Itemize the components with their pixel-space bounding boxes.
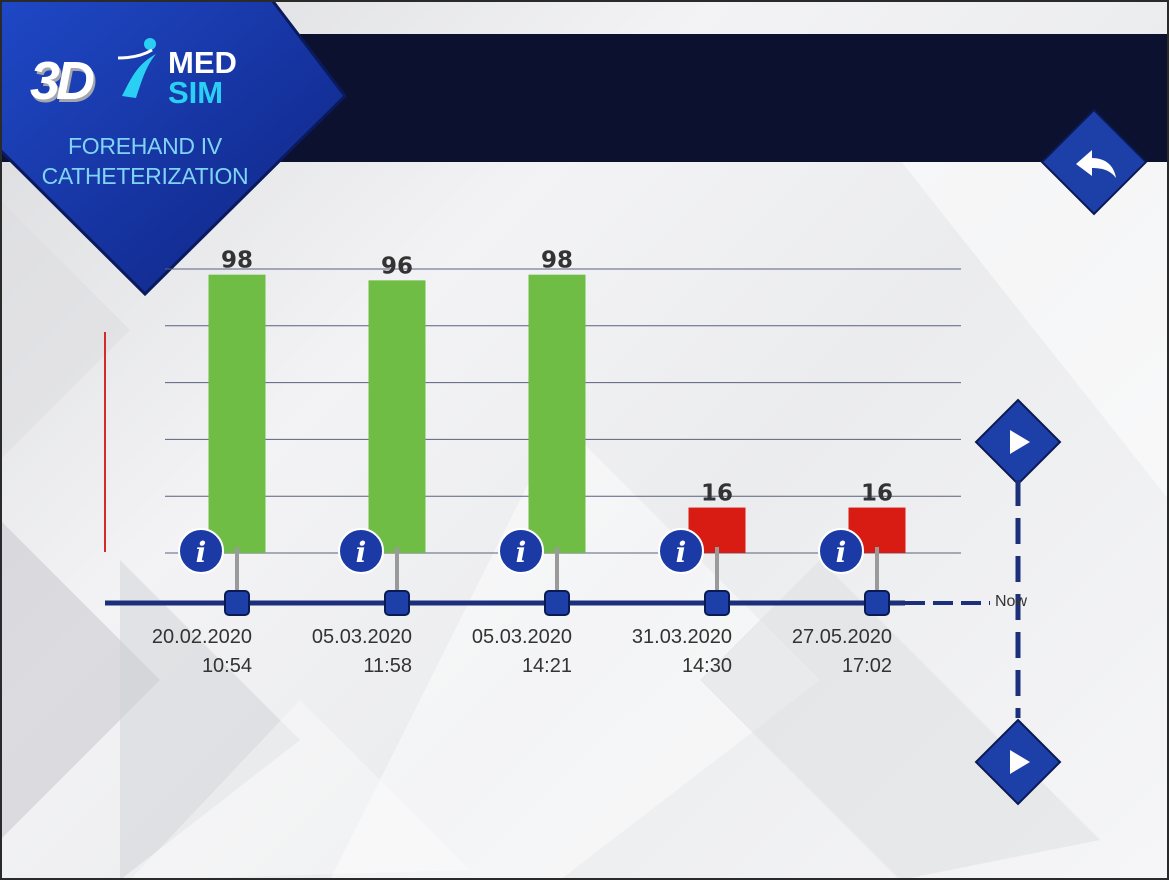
bar-value-label: 98 — [541, 248, 573, 274]
module-title-line2: CATHETERIZATION — [41, 163, 249, 189]
back-arrow-icon — [1076, 150, 1116, 178]
logo-3d-mark: 3D — [30, 51, 95, 111]
info-button[interactable]: i — [498, 528, 544, 574]
tick-label-time: 14:30 — [682, 655, 732, 677]
back-button[interactable] — [1040, 108, 1148, 216]
chart-bar — [208, 274, 266, 553]
timeline-node[interactable] — [224, 590, 250, 616]
timeline-node[interactable] — [704, 590, 730, 616]
info-icon: i — [676, 536, 687, 569]
info-icon: i — [836, 536, 847, 569]
module-title-line1: FOREHAND IV — [68, 133, 222, 159]
chart-bar — [368, 280, 426, 553]
chart-labels: 98 i 20.02.2020 10:54 96 i 05.03.2020 11:58 98 i 0… — [152, 248, 893, 677]
logo-badge — [0, 0, 347, 297]
chart-bars — [208, 274, 906, 553]
bar-value-label: 98 — [221, 248, 253, 274]
timeline-node[interactable] — [544, 590, 570, 616]
tick-label-date: 05.03.2020 — [312, 626, 412, 648]
tick-label-time: 14:21 — [522, 655, 572, 677]
chart-bar — [528, 274, 586, 553]
logo-med-text: MED — [168, 45, 237, 80]
scroll-down-button[interactable] — [974, 718, 1062, 806]
info-button[interactable]: i — [658, 528, 704, 574]
logo-sim-text: SIM — [168, 75, 224, 110]
timeline — [105, 480, 1021, 718]
info-button[interactable]: i — [338, 528, 384, 574]
tick-label-date: 20.02.2020 — [152, 626, 252, 648]
tick-label-date: 31.03.2020 — [632, 626, 732, 648]
timeline-node[interactable] — [384, 590, 410, 616]
timeline-node[interactable] — [864, 590, 890, 616]
range-marker — [104, 332, 106, 552]
tick-label-time: 11:58 — [363, 655, 412, 677]
play-triangle-icon — [1010, 430, 1030, 454]
info-icon: i — [356, 536, 367, 569]
info-icon: i — [516, 536, 527, 569]
tick-label-date: 27.05.2020 — [792, 626, 892, 648]
tick-label-date: 05.03.2020 — [472, 626, 572, 648]
now-label: Now — [995, 593, 1028, 610]
bar-value-label: 16 — [861, 481, 893, 507]
tick-label-time: 17:02 — [842, 655, 892, 677]
info-button[interactable]: i — [818, 528, 864, 574]
bar-value-label: 96 — [381, 253, 413, 279]
info-icon: i — [196, 536, 207, 569]
logo-figure-icon — [117, 38, 156, 98]
module-title: FOREHAND IV CATHETERIZATION — [20, 131, 270, 191]
info-button[interactable]: i — [178, 528, 224, 574]
bar-value-label: 16 — [701, 481, 733, 507]
play-triangle-icon — [1010, 750, 1030, 774]
tick-label-time: 10:54 — [202, 655, 252, 677]
next-page-button[interactable] — [974, 398, 1062, 486]
